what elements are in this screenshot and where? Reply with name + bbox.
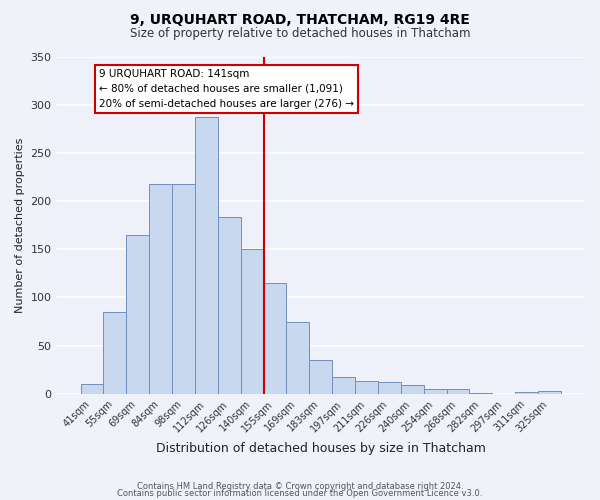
Bar xyxy=(469,393,493,394)
Text: Contains HM Land Registry data © Crown copyright and database right 2024.: Contains HM Land Registry data © Crown c… xyxy=(137,482,463,491)
Bar xyxy=(424,389,446,394)
Bar xyxy=(103,312,127,394)
Bar xyxy=(218,216,241,394)
Bar xyxy=(332,376,355,394)
Bar xyxy=(263,283,286,394)
Bar xyxy=(149,184,172,394)
Text: Size of property relative to detached houses in Thatcham: Size of property relative to detached ho… xyxy=(130,28,470,40)
Bar xyxy=(515,392,538,394)
Bar xyxy=(355,382,378,394)
Bar xyxy=(378,382,401,394)
Bar xyxy=(172,184,195,394)
Bar xyxy=(401,385,424,394)
Bar xyxy=(538,391,561,394)
Bar xyxy=(127,235,149,394)
Bar xyxy=(310,360,332,394)
Bar xyxy=(241,250,263,394)
Y-axis label: Number of detached properties: Number of detached properties xyxy=(15,138,25,313)
Text: 9 URQUHART ROAD: 141sqm
← 80% of detached houses are smaller (1,091)
20% of semi: 9 URQUHART ROAD: 141sqm ← 80% of detache… xyxy=(99,69,354,108)
Bar xyxy=(446,389,469,394)
Text: Contains public sector information licensed under the Open Government Licence v3: Contains public sector information licen… xyxy=(118,490,482,498)
Text: 9, URQUHART ROAD, THATCHAM, RG19 4RE: 9, URQUHART ROAD, THATCHAM, RG19 4RE xyxy=(130,12,470,26)
Bar xyxy=(286,322,310,394)
Bar xyxy=(80,384,103,394)
Bar xyxy=(195,117,218,394)
X-axis label: Distribution of detached houses by size in Thatcham: Distribution of detached houses by size … xyxy=(156,442,486,455)
